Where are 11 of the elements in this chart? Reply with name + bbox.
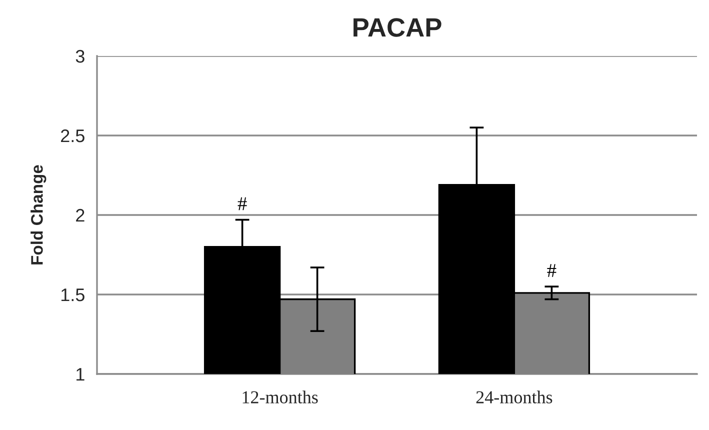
x-tick-label: 12-months (242, 390, 318, 404)
y-tick-label: 3 (76, 50, 84, 63)
y-axis-title: Fold Change (30, 165, 46, 264)
y-tick-label: 2.5 (61, 129, 84, 142)
y-tick-label: 2 (76, 208, 84, 222)
y-tick-label: 1 (76, 368, 84, 381)
data-label: # (547, 264, 556, 277)
y-tick-label: 1.5 (61, 288, 84, 302)
data-label: # (238, 197, 247, 210)
chart-title: PACAP (354, 18, 442, 37)
x-tick-label: 24-months (476, 390, 552, 404)
